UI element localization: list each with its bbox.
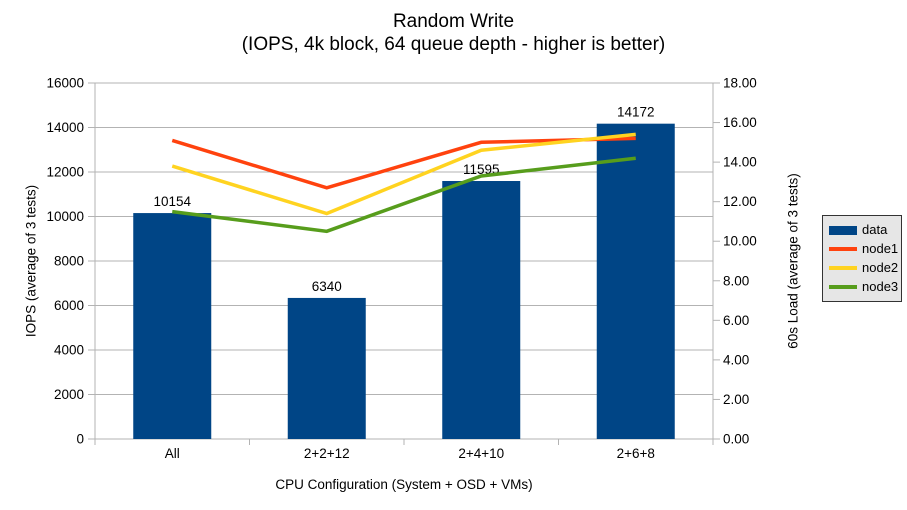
line-node1: [171, 136, 636, 190]
bar: [287, 297, 366, 439]
left-tick-label: 6000: [54, 298, 84, 313]
right-tick-label: 8.00: [723, 273, 749, 288]
right-tick-label: 2.00: [723, 392, 749, 407]
category-label: 2+2+12: [304, 446, 350, 461]
right-tick-label: 12.00: [723, 194, 757, 209]
left-axis-title: IOPS (average of 3 tests): [23, 184, 39, 338]
legend-label: data: [862, 222, 888, 237]
left-tick-label: 8000: [54, 254, 84, 269]
legend-swatch-node2: [829, 266, 857, 270]
left-tick-label: 16000: [46, 76, 84, 91]
category-label: All: [165, 446, 180, 461]
left-tick-label: 14000: [46, 120, 84, 135]
left-tick-label: 2000: [54, 387, 84, 402]
x-axis-title: CPU Configuration (System + OSD + VMs): [275, 477, 533, 492]
right-tick-label: 16.00: [723, 115, 757, 130]
category-label: 2+4+10: [458, 446, 504, 461]
right-tick-label: 10.00: [723, 234, 757, 249]
left-tick-label: 12000: [46, 165, 84, 180]
chart-subtitle: (IOPS, 4k block, 64 queue depth - higher…: [241, 34, 666, 55]
legend-entry-node1: node1: [829, 241, 899, 256]
line-node3: [172, 156, 636, 234]
legend: data node1 node2 node3: [822, 215, 902, 302]
legend-entry-node2: node2: [829, 260, 899, 275]
legend-label: node2: [862, 260, 899, 275]
bar: [596, 123, 675, 439]
right-tick-label: 18.00: [723, 76, 757, 91]
bar-value-label: 14172: [617, 105, 655, 120]
right-tick-label: 0.00: [723, 432, 749, 447]
left-tick-label: 0: [76, 432, 84, 447]
legend-entry-data: data: [829, 223, 896, 237]
left-tick-label: 10000: [46, 209, 84, 224]
right-tick-label: 4.00: [723, 352, 749, 367]
legend-swatch-data: [829, 225, 857, 235]
bar-value-label: 6340: [312, 279, 342, 294]
legend-label: node1: [862, 241, 899, 256]
legend-swatch-node1: [829, 247, 857, 251]
right-tick-label: 14.00: [723, 155, 757, 170]
legend-swatch-node3: [829, 285, 857, 289]
legend-entry-node3: node3: [829, 279, 899, 294]
right-tick-label: 6.00: [723, 313, 749, 328]
chart-title: Random Write: [392, 11, 515, 32]
legend-label: node3: [862, 279, 899, 294]
bar: [442, 181, 521, 440]
right-axis-title: 60s Load (average of 3 tests): [785, 173, 801, 349]
bar-value-label: 10154: [153, 194, 191, 209]
category-label: 2+6+8: [617, 446, 655, 461]
line-node2: [171, 132, 636, 216]
bar: [133, 213, 212, 439]
left-tick-label: 4000: [54, 343, 84, 358]
